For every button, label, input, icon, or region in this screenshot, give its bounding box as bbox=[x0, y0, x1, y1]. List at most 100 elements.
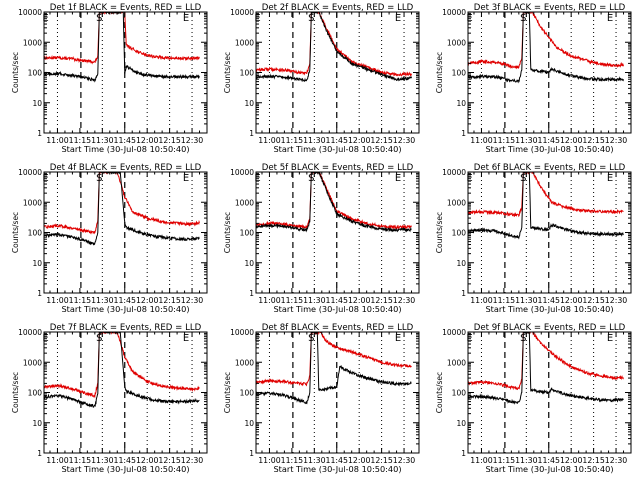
x-tick-label: 11:45 bbox=[538, 456, 561, 465]
chart-title: Det 5f BLACK = Events, RED = LLD bbox=[262, 163, 414, 173]
series-events-line bbox=[468, 332, 624, 405]
y-tick-label: 10 bbox=[456, 259, 466, 268]
x-tick-label: 12:00 bbox=[560, 296, 583, 305]
x-tick-label: 11:30 bbox=[303, 296, 326, 305]
chart-panel-3: Det 3f BLACK = Events, RED = LLD 1 10 100 10… bbox=[435, 3, 632, 154]
phase-marker-label: E bbox=[254, 13, 260, 24]
y-tick-label: 1 bbox=[461, 289, 466, 298]
y-tick-label: 10000 bbox=[442, 8, 466, 17]
x-tick-label: 11:00 bbox=[46, 296, 69, 305]
x-axis-label: Start Time (30-Jul-08 10:50:40) bbox=[61, 464, 189, 474]
y-tick-label: 10000 bbox=[442, 328, 466, 337]
chart-panel-8: Det 8f BLACK = Events, RED = LLD 1 10 100 10… bbox=[223, 323, 420, 474]
y-tick-label: 1 bbox=[249, 449, 254, 458]
phase-marker-label: S bbox=[308, 333, 314, 344]
x-axis-label: Start Time (30-Jul-08 10:50:40) bbox=[485, 144, 613, 154]
x-tick-label: 12:30 bbox=[393, 296, 416, 305]
y-tick-label: 10 bbox=[456, 419, 466, 428]
y-tick-label: 1000 bbox=[23, 198, 42, 207]
y-axis-label: Counts/sec bbox=[11, 212, 20, 253]
x-tick-label: 11:30 bbox=[515, 136, 538, 145]
x-tick-label: 12:30 bbox=[393, 456, 416, 465]
x-tick-label: 12:15 bbox=[158, 296, 181, 305]
x-tick-label: 11:15 bbox=[69, 456, 92, 465]
phase-marker-label: S bbox=[520, 173, 526, 184]
phase-marker-label: E bbox=[395, 13, 401, 24]
y-tick-label: 1 bbox=[37, 129, 42, 138]
x-tick-label: 11:15 bbox=[281, 296, 304, 305]
series-group bbox=[44, 332, 200, 408]
phase-marker-label: S bbox=[308, 13, 314, 24]
phase-marker-label: E bbox=[183, 333, 189, 344]
y-axis-label: Counts/sec bbox=[435, 52, 444, 93]
y-axis-label: Counts/sec bbox=[435, 212, 444, 253]
y-tick-label: 1 bbox=[249, 289, 254, 298]
y-tick-label: 10 bbox=[244, 99, 254, 108]
y-tick-label: 100 bbox=[240, 389, 255, 398]
x-tick-label: 11:30 bbox=[515, 456, 538, 465]
y-tick-label: 1000 bbox=[235, 38, 254, 47]
plot-frame bbox=[255, 331, 420, 454]
y-axis-label: Counts/sec bbox=[223, 52, 232, 93]
x-axis-label: Start Time (30-Jul-08 10:50:40) bbox=[61, 304, 189, 314]
y-tick-label: 1000 bbox=[447, 358, 466, 367]
x-tick-label: 12:00 bbox=[136, 296, 159, 305]
x-tick-label: 11:15 bbox=[281, 456, 304, 465]
chart-panel-4: Det 4f BLACK = Events, RED = LLD 1 10 100 10… bbox=[11, 163, 208, 314]
y-tick-label: 10000 bbox=[18, 168, 42, 177]
plot-frame bbox=[255, 171, 420, 294]
x-tick-label: 11:15 bbox=[281, 136, 304, 145]
x-tick-label: 12:00 bbox=[348, 136, 371, 145]
x-tick-label: 11:45 bbox=[114, 136, 137, 145]
phase-marker-label: E bbox=[42, 333, 48, 344]
x-tick-label: 12:00 bbox=[348, 296, 371, 305]
series-events-line bbox=[44, 332, 200, 408]
y-tick-label: 1 bbox=[461, 449, 466, 458]
x-tick-label: 11:15 bbox=[493, 296, 516, 305]
y-tick-label: 1 bbox=[37, 449, 42, 458]
x-axis-label: Start Time (30-Jul-08 10:50:40) bbox=[61, 144, 189, 154]
chart-title: Det 7f BLACK = Events, RED = LLD bbox=[50, 323, 202, 333]
x-tick-label: 11:00 bbox=[46, 456, 69, 465]
series-group bbox=[256, 172, 412, 233]
y-tick-label: 10000 bbox=[230, 8, 254, 17]
series-lld-line bbox=[468, 332, 624, 391]
series-group bbox=[468, 172, 624, 240]
y-tick-label: 10 bbox=[244, 259, 254, 268]
x-tick-label: 11:15 bbox=[493, 136, 516, 145]
x-tick-label: 11:00 bbox=[470, 136, 493, 145]
x-tick-label: 12:30 bbox=[181, 296, 204, 305]
y-tick-label: 10 bbox=[456, 99, 466, 108]
y-tick-label: 1000 bbox=[447, 198, 466, 207]
y-tick-label: 10 bbox=[244, 419, 254, 428]
y-axis-label: Counts/sec bbox=[223, 372, 232, 413]
y-tick-label: 10000 bbox=[18, 8, 42, 17]
y-tick-label: 100 bbox=[240, 69, 255, 78]
x-tick-label: 12:00 bbox=[136, 136, 159, 145]
series-events-line bbox=[256, 332, 412, 405]
y-tick-label: 100 bbox=[452, 229, 467, 238]
phase-marker-label: E bbox=[607, 333, 613, 344]
x-tick-label: 12:30 bbox=[605, 136, 628, 145]
x-tick-label: 11:45 bbox=[538, 136, 561, 145]
series-lld-line bbox=[256, 332, 412, 387]
series-events-line bbox=[468, 172, 624, 240]
plot-frame bbox=[43, 331, 208, 454]
phase-marker-label: S bbox=[520, 13, 526, 24]
x-tick-label: 12:15 bbox=[582, 296, 605, 305]
x-tick-label: 12:15 bbox=[370, 456, 393, 465]
y-tick-label: 1000 bbox=[447, 38, 466, 47]
x-tick-label: 12:30 bbox=[181, 136, 204, 145]
phase-marker-label: E bbox=[395, 173, 401, 184]
y-axis-label: Counts/sec bbox=[223, 212, 232, 253]
chart-panel-5: Det 5f BLACK = Events, RED = LLD 1 10 100 10… bbox=[223, 163, 420, 314]
x-tick-label: 11:45 bbox=[326, 296, 349, 305]
y-axis-label: Counts/sec bbox=[11, 372, 20, 413]
phase-marker-label: E bbox=[466, 173, 472, 184]
phase-marker-label: E bbox=[42, 13, 48, 24]
series-lld-line bbox=[256, 172, 412, 230]
x-tick-label: 11:15 bbox=[69, 136, 92, 145]
series-events-line bbox=[256, 172, 412, 233]
y-tick-label: 1000 bbox=[23, 358, 42, 367]
